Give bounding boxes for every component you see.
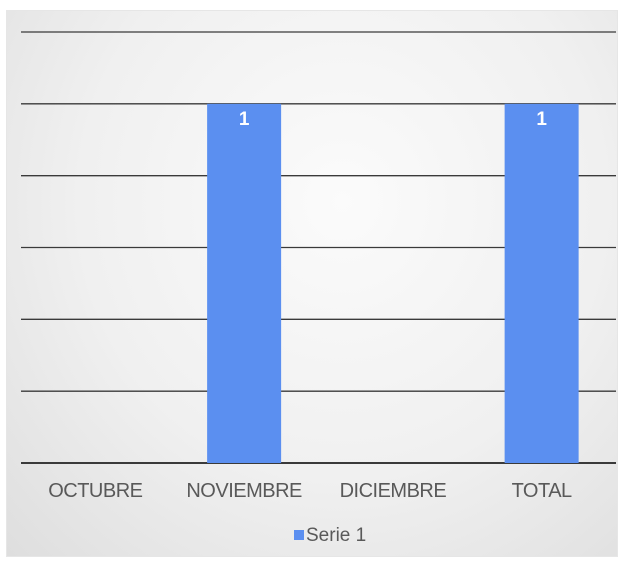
- bar-noviembre: [207, 103, 282, 463]
- x-axis-tick-labels: OCTUBRE NOVIEMBRE DICIEMBRE TOTAL: [48, 480, 572, 502]
- legend-swatch-serie-1: [294, 530, 304, 540]
- x-tick-label-octubre: OCTUBRE: [48, 480, 142, 502]
- x-tick-label-noviembre: NOVIEMBRE: [186, 480, 302, 502]
- legend: Serie 1: [294, 525, 366, 546]
- bar-total: [504, 103, 579, 463]
- bars: [207, 103, 579, 463]
- x-tick-label-total: TOTAL: [512, 480, 572, 502]
- legend-label-serie-1: Serie 1: [306, 525, 366, 546]
- x-tick-label-diciembre: DICIEMBRE: [340, 480, 447, 502]
- data-label-total: 1: [536, 109, 547, 130]
- data-label-noviembre: 1: [239, 109, 250, 130]
